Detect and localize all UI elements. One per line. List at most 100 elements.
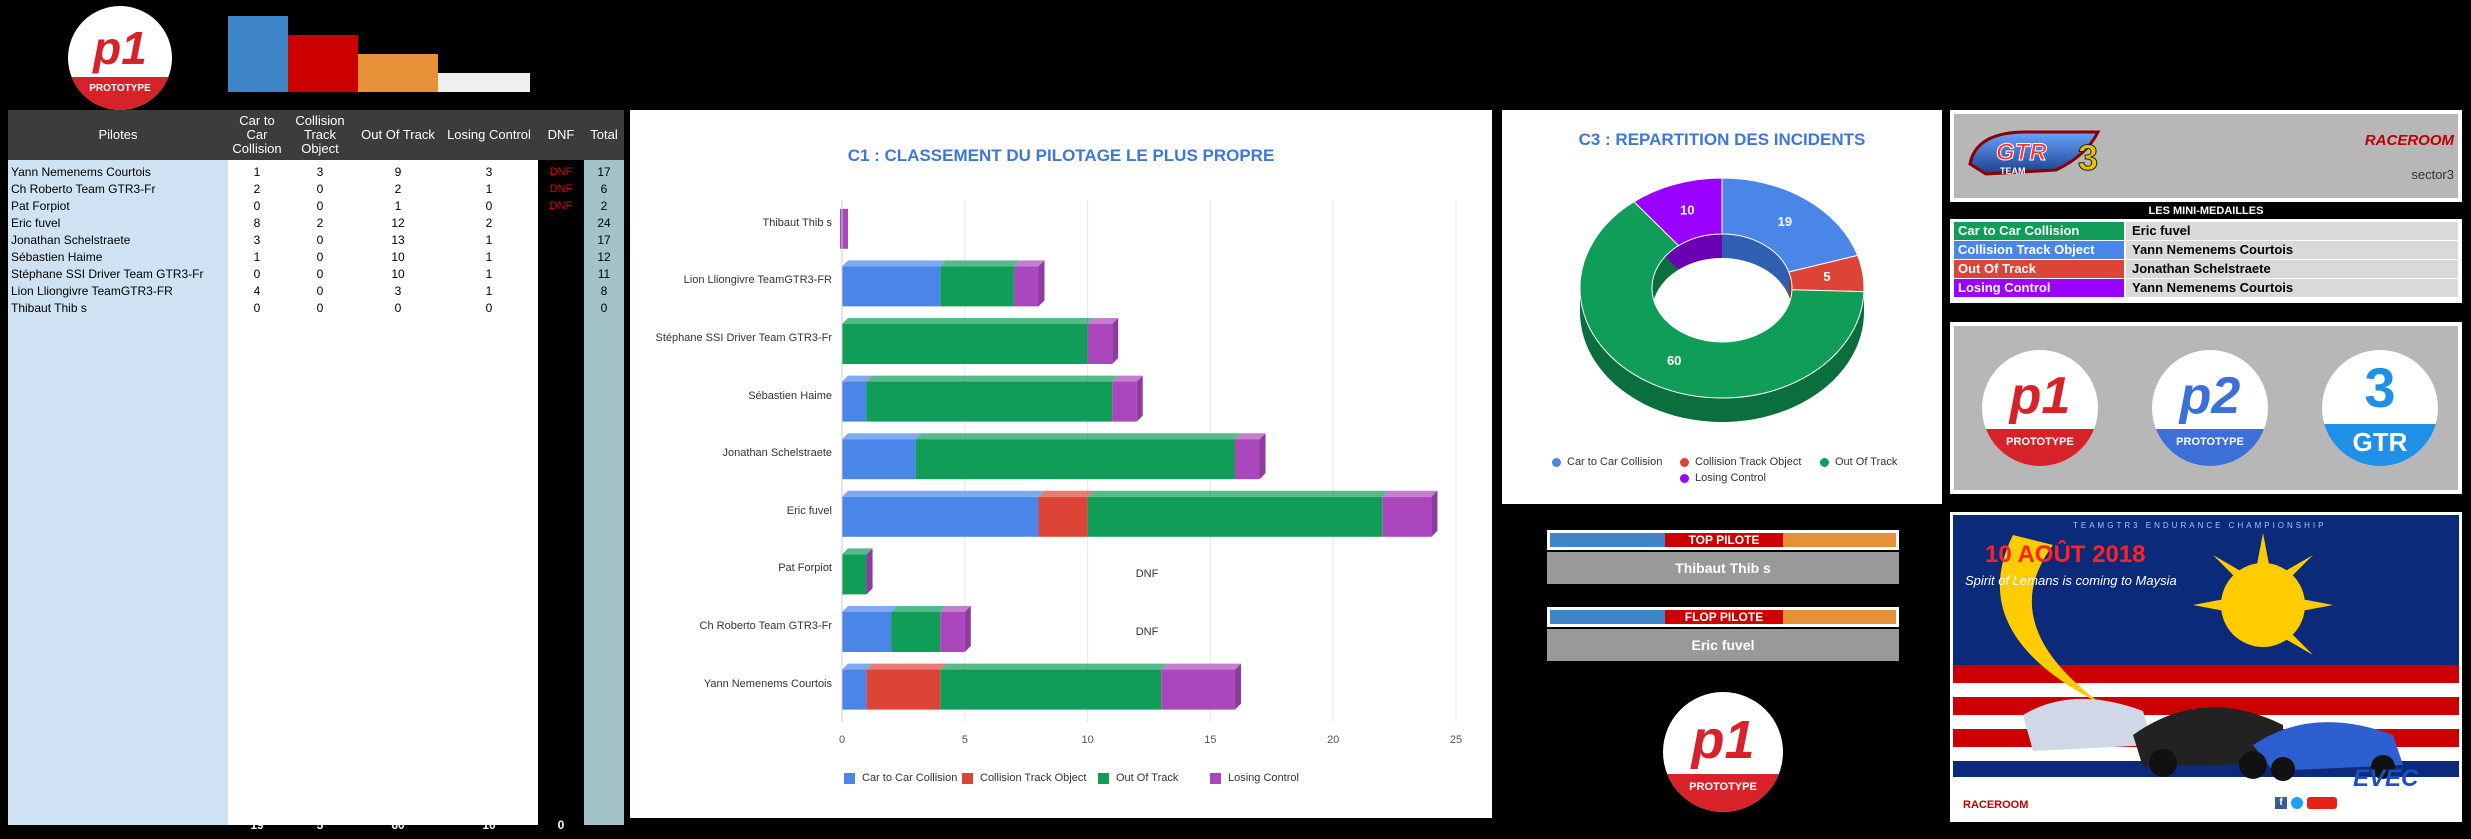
medal-row: Car to Car Collision Eric fuvel xyxy=(1954,222,2458,240)
legend-dot xyxy=(1552,457,1561,467)
medal-row: Out Of Track Jonathan Schelstraete xyxy=(1954,260,2458,278)
cell-dnf: DNF xyxy=(549,183,573,195)
cell-losing: 0 xyxy=(485,301,493,315)
bar-segment xyxy=(842,490,1045,537)
table-row: Lion Lliongivre TeamGTR3-FR 4 0 3 1 8 xyxy=(8,283,624,300)
cell-dnf: DNF xyxy=(549,166,573,178)
p1-class-logo: p1 PROTOTYPE xyxy=(1982,350,2098,466)
chart-c3-panel: C3 : REPARTITION DES INCIDENTS 19 5 60 10 C… xyxy=(1502,110,1942,504)
gtr-class-number: 3 xyxy=(2364,355,2396,419)
cell-dnf xyxy=(538,249,584,266)
facebook-icon[interactable]: f xyxy=(2275,797,2287,809)
chart-c1-plot xyxy=(840,200,1457,722)
banner-raceroom: RACEROOM xyxy=(1963,799,2029,811)
pilot-name: Sébastien Haime xyxy=(11,250,103,264)
medal-winner: Yann Nemenems Courtois xyxy=(2126,279,2458,297)
cell-out: 1 xyxy=(394,199,402,213)
cell-out: 13 xyxy=(391,233,405,247)
legend-item: Car to Car Collision xyxy=(844,772,957,784)
cell-dnf: DNF xyxy=(549,200,573,212)
gtr-class-label: GTR xyxy=(2352,426,2408,457)
cell-collision: 3 xyxy=(316,165,324,179)
cell-car: 0 xyxy=(253,267,261,281)
legend-dot xyxy=(1680,473,1689,483)
pilot-name: Thibaut Thib s xyxy=(11,301,87,315)
cell-losing: 1 xyxy=(485,233,493,247)
bar-segment xyxy=(842,375,873,422)
bar-end-face xyxy=(964,606,971,652)
banner-evec-logo: EVEC xyxy=(2353,765,2419,792)
donut-slice xyxy=(1579,201,1865,399)
medal-category: Out Of Track xyxy=(1954,260,2124,278)
legend-item: Losing Control xyxy=(1680,472,1766,484)
bar-segment xyxy=(1382,490,1438,537)
cell-car: 1 xyxy=(253,250,261,264)
team-text: TEAM xyxy=(2000,166,2026,176)
legend-item: Car to Car Collision xyxy=(1552,456,1662,468)
top-pilote-name: Thibaut Thib s xyxy=(1547,552,1899,584)
sponsor-logos-box: GTR 3 TEAM RACEROOM sector3 xyxy=(1950,110,2462,202)
category-label: Pat Forpiot xyxy=(778,562,832,575)
cell-total: 2 xyxy=(600,199,608,213)
p1-logo-letters: p1 xyxy=(93,21,147,74)
bar-segment xyxy=(891,606,947,652)
legend-label: Car to Car Collision xyxy=(862,772,958,784)
cell-losing: 0 xyxy=(485,199,493,213)
dnf-annotation: DNF xyxy=(1135,568,1159,581)
cell-car: 0 xyxy=(253,301,261,315)
bar-segment xyxy=(1161,663,1241,710)
donut-slice xyxy=(1633,177,1723,247)
bar-end-face xyxy=(866,548,873,595)
cell-total: 0 xyxy=(600,301,608,315)
cell-total: 17 xyxy=(597,233,611,247)
category-label: Eric fuvel xyxy=(786,504,832,517)
donut-slice xyxy=(1721,177,1859,273)
x-tick-label: 20 xyxy=(1327,734,1340,746)
legend-label: Collision Track Object xyxy=(1695,456,1802,468)
cell-collision: 0 xyxy=(316,301,324,315)
p1-logo-label: PROTOTYPE xyxy=(89,82,151,94)
chart-c3-donut: 19 5 60 10 xyxy=(1579,177,1865,423)
legend-label: Out Of Track xyxy=(1835,456,1898,468)
bar-segment xyxy=(1087,318,1119,364)
cell-total: 12 xyxy=(597,250,611,264)
bar-end-face xyxy=(1259,433,1266,480)
bar-segment xyxy=(842,318,1094,364)
header-dnf: DNF xyxy=(547,127,575,142)
youtube-icon[interactable] xyxy=(2307,797,2337,809)
cell-losing: 1 xyxy=(485,182,493,196)
dnf-annotation: DNF xyxy=(1135,626,1159,638)
header-collision-track: Collision Track Object xyxy=(295,113,345,156)
cell-collision: 2 xyxy=(316,216,324,230)
bar-stub xyxy=(840,208,848,249)
legend-swatch xyxy=(844,772,855,784)
total-dnf: 0 xyxy=(557,818,565,832)
banner-artwork xyxy=(1953,515,2459,819)
top-pilote-box: TOP PILOTE Thibaut Thib s xyxy=(1547,530,1899,586)
pilot-name: Eric fuvel xyxy=(11,216,61,230)
top-color-block-white xyxy=(438,73,530,92)
medal-row: Losing Control Yann Nemenems Courtois xyxy=(1954,279,2458,297)
x-tick-label: 10 xyxy=(1081,734,1094,746)
table-row: Ch Roberto Team GTR3-Fr 2 0 2 1 DNF 6 xyxy=(8,181,624,198)
cell-collision: 0 xyxy=(316,233,324,247)
medal-winner: Jonathan Schelstraete xyxy=(2126,260,2458,278)
cell-total: 8 xyxy=(600,284,608,298)
p1-class-label: PROTOTYPE xyxy=(2006,435,2074,448)
x-tick-label: 5 xyxy=(961,734,968,746)
pilot-name: Yann Nemenems Courtois xyxy=(11,165,151,179)
svg-text:GTR: GTR xyxy=(1996,139,2047,166)
cell-out: 9 xyxy=(394,165,402,179)
twitter-icon[interactable] xyxy=(2291,797,2303,809)
header-car-to-car: Car to Car Collision xyxy=(232,113,282,156)
cell-total: 24 xyxy=(597,216,611,230)
top-color-block-red xyxy=(288,35,358,92)
legend-item: Out Of Track xyxy=(1820,456,1897,468)
donut-value-label: 5 xyxy=(1823,269,1830,284)
flop-pilote-label: FLOP PILOTE xyxy=(1665,610,1783,624)
gtr3-team-logo: GTR 3 TEAM xyxy=(1966,126,2106,179)
bar-end-face xyxy=(1112,318,1119,364)
legend-item: Losing Control xyxy=(1210,772,1299,784)
category-label: Yann Nemenems Courtois xyxy=(703,677,832,690)
category-label: Ch Roberto Team GTR3-Fr xyxy=(699,620,832,632)
